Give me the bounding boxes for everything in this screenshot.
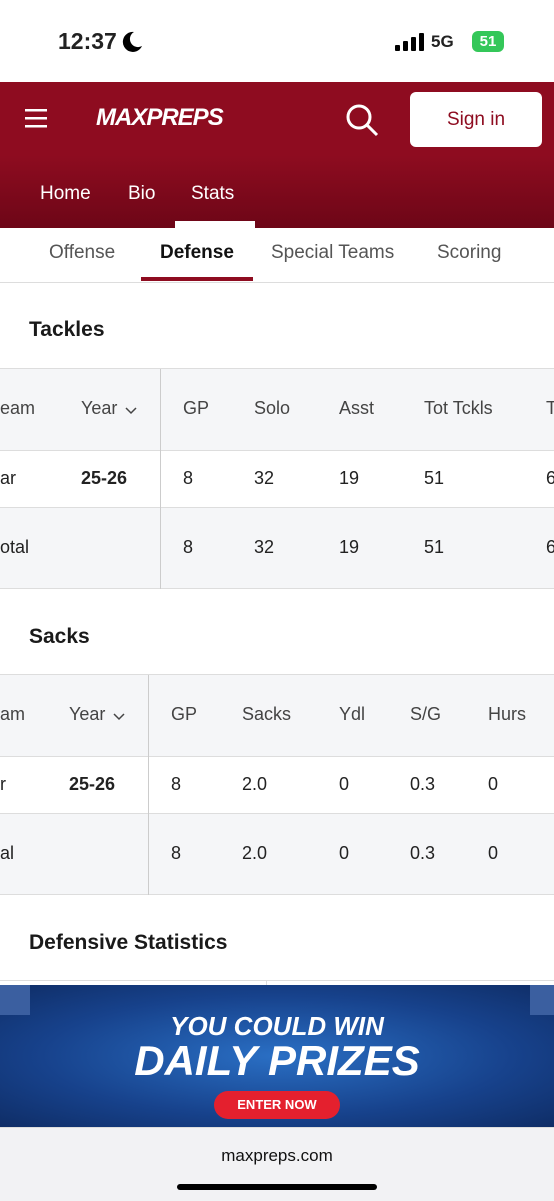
section-title: Tackles — [29, 318, 105, 341]
data-row: r 25-26 8 2.0 0 0.3 0 — [0, 757, 554, 814]
cell: 6 — [546, 537, 554, 558]
stats-table: eam Year GP Solo Asst Tot Tckls Tar 25-26 8 32 19 5… — [0, 368, 554, 589]
cell: 2.0 — [242, 773, 268, 794]
ad-banner[interactable]: YOU COULD WIN DAILY PRIZES ENTER NOW — [0, 985, 554, 1127]
column-header[interactable]: Year — [69, 704, 106, 724]
cell: ar — [0, 467, 17, 488]
cell: 8 — [183, 467, 194, 488]
home-indicator — [177, 1184, 377, 1190]
column-divider — [148, 675, 149, 895]
cell: 32 — [254, 536, 275, 557]
column-header: GP — [171, 704, 198, 724]
cell: r — [0, 773, 6, 794]
sort-chevron[interactable] — [125, 407, 137, 415]
cell: 0 — [488, 842, 499, 863]
column-header: eam — [0, 398, 36, 418]
ad-button[interactable]: ENTER NOW — [214, 1091, 340, 1119]
sort-chevron[interactable] — [113, 713, 125, 721]
cell: 51 — [424, 467, 445, 488]
cell: 25-26 — [81, 467, 128, 488]
column-header: Ydl — [339, 704, 366, 724]
battery: 51 — [472, 31, 504, 52]
column-header: Tot Tckls — [424, 398, 493, 418]
browser-bar: maxpreps.com — [0, 1127, 554, 1201]
cell: otal — [0, 536, 30, 557]
cell: 8 — [171, 842, 182, 863]
header-row: am Year GP Sacks Ydl S/G Hurs — [0, 675, 554, 757]
stat-tabs: Offense Defense Special Teams Scoring — [0, 228, 554, 283]
cell: 2.0 — [242, 842, 268, 863]
section-title: Defensive Statistics — [29, 931, 228, 954]
nav-link[interactable]: Bio — [128, 183, 156, 204]
network: 5G — [431, 32, 454, 51]
search-button[interactable] — [344, 102, 380, 138]
cell: 8 — [183, 536, 194, 557]
cell: 0 — [488, 773, 499, 794]
section-title: Sacks — [29, 625, 90, 648]
app-header: MAXPREPS Sign in — [0, 82, 554, 155]
header-row: eam Year GP Solo Asst Tot Tckls T — [0, 369, 554, 451]
column-divider — [266, 981, 267, 987]
nav-link[interactable]: Stats — [191, 183, 235, 204]
data-row: al 8 2.0 0 0.3 0 — [0, 814, 554, 895]
tab[interactable]: Special Teams — [271, 242, 395, 263]
cell: 32 — [254, 467, 275, 488]
cell: 0.3 — [410, 842, 436, 863]
cell: 6 — [546, 468, 554, 489]
tab[interactable]: Offense — [49, 242, 116, 263]
nav-underline — [175, 221, 255, 228]
column-header: Hurs — [488, 704, 527, 724]
tab[interactable]: Defense — [160, 242, 234, 263]
column-header: am — [0, 704, 26, 724]
column-header[interactable]: Year — [81, 398, 118, 418]
url: maxpreps.com — [221, 1146, 333, 1165]
cell: 25-26 — [69, 773, 116, 794]
profile-nav: Home Bio Stats — [0, 155, 554, 228]
tab[interactable]: Scoring — [437, 242, 502, 263]
ad-close[interactable] — [0, 985, 30, 1015]
sign-in-button[interactable]: Sign in — [410, 92, 542, 147]
cell: 0 — [339, 842, 350, 863]
ad-line1: YOU COULD WIN — [170, 1011, 384, 1041]
ad-line2: DAILY PRIZES — [134, 1037, 420, 1084]
moon-icon — [122, 31, 142, 52]
cell: al — [0, 842, 15, 863]
status-bar: 12:37 5G 51 — [0, 0, 554, 82]
time: 12:37 — [58, 28, 117, 54]
data-row: otal 8 32 19 51 6 — [0, 508, 554, 589]
column-header: T — [546, 398, 554, 419]
column-header: Asst — [339, 398, 375, 418]
column-header: GP — [183, 398, 210, 418]
data-row: ar 25-26 8 32 19 51 6 — [0, 451, 554, 508]
signal-icon — [395, 33, 424, 51]
cell: 8 — [171, 773, 182, 794]
cell: 19 — [339, 536, 360, 557]
cell: 51 — [424, 536, 445, 557]
column-header: Sacks — [242, 704, 292, 724]
stats-table — [0, 980, 554, 987]
stats-table: am Year GP Sacks Ydl S/G Hurs r 25-26 8 2.0 0 0.3 0 al… — [0, 674, 554, 895]
column-header: Solo — [254, 398, 291, 418]
cell: 19 — [339, 467, 360, 488]
logo[interactable]: MAXPREPS — [96, 104, 224, 131]
column-header: S/G — [410, 704, 442, 724]
column-divider — [160, 369, 161, 589]
cell: 0.3 — [410, 773, 436, 794]
ad-next[interactable] — [530, 985, 554, 1015]
tab-underline — [141, 277, 253, 281]
nav-link[interactable]: Home — [40, 183, 91, 204]
menu-button[interactable] — [25, 109, 49, 129]
cell: 0 — [339, 773, 350, 794]
